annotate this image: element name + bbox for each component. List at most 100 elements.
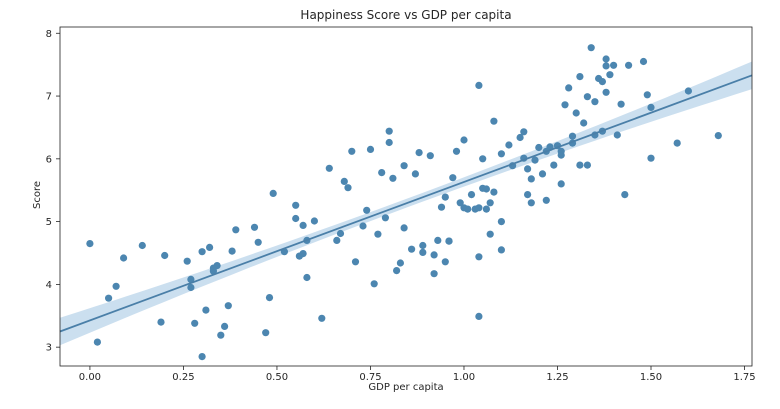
data-point: [516, 133, 524, 142]
data-point: [482, 205, 490, 213]
data-point: [550, 161, 558, 169]
data-point: [232, 226, 240, 234]
regression-line-layer: [59, 74, 753, 333]
data-point: [374, 230, 382, 238]
data-point: [576, 161, 584, 169]
data-point: [187, 275, 195, 283]
data-point: [639, 57, 648, 66]
data-point: [408, 245, 416, 253]
data-point: [647, 154, 655, 162]
data-point: [292, 201, 300, 209]
data-point: [228, 247, 236, 255]
data-point: [475, 253, 483, 261]
plot-frame: [59, 26, 753, 367]
data-point: [254, 238, 262, 246]
data-point: [336, 229, 345, 238]
data-point: [310, 217, 318, 225]
data-point: [621, 191, 629, 199]
data-point: [415, 149, 423, 157]
data-point: [419, 241, 427, 250]
data-point: [262, 329, 270, 337]
data-point: [434, 236, 442, 244]
y-tick-label: 5: [46, 217, 52, 228]
data-point: [389, 174, 397, 182]
x-tick-label: 1.50: [640, 372, 662, 383]
data-point: [557, 151, 565, 159]
data-point: [673, 139, 681, 147]
data-point: [490, 188, 498, 196]
data-point: [366, 145, 375, 153]
y-axis-ticks: 3 4 5 6 7 8: [46, 29, 60, 354]
data-point: [486, 199, 494, 207]
data-point: [426, 152, 434, 160]
data-point: [583, 93, 592, 101]
x-axis-ticks: 0.00 0.25 0.50 0.75 1.00 1.25 1.50 1.75: [79, 366, 756, 383]
data-points-layer: [86, 44, 722, 361]
data-point: [497, 218, 505, 226]
data-point: [157, 318, 165, 326]
data-point: [572, 109, 580, 117]
data-point: [299, 250, 307, 258]
data-point: [340, 177, 348, 185]
data-point: [598, 78, 607, 86]
data-point: [187, 283, 195, 292]
data-point: [576, 73, 584, 81]
data-point: [542, 196, 550, 204]
chart-title: Happiness Score vs GDP per capita: [300, 8, 511, 22]
data-point: [437, 203, 446, 211]
data-point: [684, 87, 693, 95]
x-tick-label: 1.25: [546, 372, 568, 383]
data-point: [86, 240, 94, 248]
data-point: [333, 236, 341, 244]
data-point: [643, 91, 651, 99]
data-point: [617, 100, 625, 108]
data-point: [430, 251, 438, 259]
data-point: [348, 147, 356, 155]
data-point: [587, 44, 595, 52]
y-tick-label: 8: [46, 29, 52, 40]
data-point: [452, 147, 461, 155]
data-point: [445, 237, 453, 245]
data-point: [138, 241, 146, 250]
x-tick-label: 0.25: [172, 372, 194, 383]
y-tick-label: 3: [46, 343, 52, 354]
data-point: [497, 246, 505, 254]
data-point: [161, 251, 169, 260]
data-point: [606, 71, 614, 79]
data-point: [591, 98, 599, 106]
data-point: [482, 185, 490, 193]
data-point: [475, 204, 483, 212]
data-point: [467, 191, 476, 199]
data-point: [464, 205, 472, 213]
data-point: [93, 338, 101, 346]
data-point: [385, 138, 393, 147]
data-point: [221, 322, 229, 330]
data-point: [625, 61, 633, 69]
x-tick-label: 1.75: [733, 372, 755, 383]
data-point: [441, 258, 449, 266]
data-point: [602, 62, 610, 70]
x-axis-label: GDP per capita: [368, 382, 443, 393]
data-point: [344, 184, 352, 192]
data-point: [265, 294, 274, 302]
data-point: [583, 161, 592, 169]
x-tick-label: 0.75: [359, 372, 381, 383]
data-point: [202, 306, 210, 314]
data-point: [580, 119, 588, 127]
data-point: [475, 81, 483, 89]
data-point: [299, 221, 307, 229]
data-point: [527, 175, 535, 183]
data-point: [419, 248, 427, 256]
data-point: [561, 101, 569, 109]
data-point: [359, 222, 367, 230]
data-point: [213, 262, 221, 270]
data-point: [224, 302, 232, 310]
data-point: [490, 117, 498, 125]
data-point: [565, 84, 573, 92]
data-point: [370, 280, 378, 288]
data-point: [183, 257, 191, 265]
data-point: [479, 155, 487, 163]
data-point: [497, 150, 505, 158]
data-point: [460, 136, 468, 144]
regression-line: [59, 74, 753, 333]
